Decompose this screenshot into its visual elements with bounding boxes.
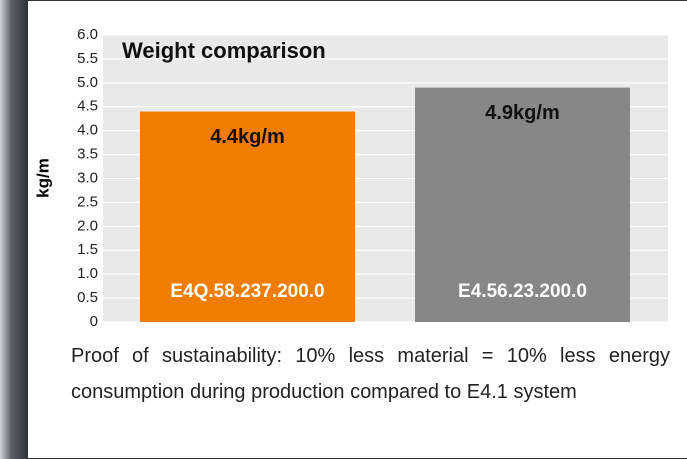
- category-label: E4.56.23.200.0: [458, 281, 587, 302]
- data-label: 4.9kg/m: [485, 102, 559, 124]
- y-tick-label: 5.0: [77, 74, 98, 91]
- y-tick-label: 3.5: [77, 146, 98, 163]
- chart-title: Weight comparison: [122, 38, 326, 63]
- background-image: [0, 0, 28, 459]
- y-axis-label: kg/m: [33, 158, 52, 198]
- y-tick-label: 4.5: [77, 98, 98, 115]
- y-tick-label: 1.0: [77, 265, 98, 282]
- y-tick-label: 6.0: [77, 26, 98, 43]
- bar: [140, 111, 355, 323]
- y-tick-label: 0.5: [77, 289, 98, 306]
- y-tick-label: 2.0: [77, 217, 98, 234]
- data-label: 4.4kg/m: [210, 126, 284, 148]
- y-tick-label: 2.5: [77, 193, 98, 210]
- y-tick-label: 1.5: [77, 241, 98, 258]
- y-tick-label: 5.5: [77, 50, 98, 67]
- y-tick-label: 4.0: [77, 122, 98, 139]
- y-tick-label: 3.0: [77, 169, 98, 186]
- y-tick-label: 0: [90, 313, 98, 330]
- caption: Proof of sustainability: 10% less materi…: [71, 345, 670, 403]
- bar: [415, 87, 630, 322]
- category-label: E4Q.58.237.200.0: [170, 281, 324, 302]
